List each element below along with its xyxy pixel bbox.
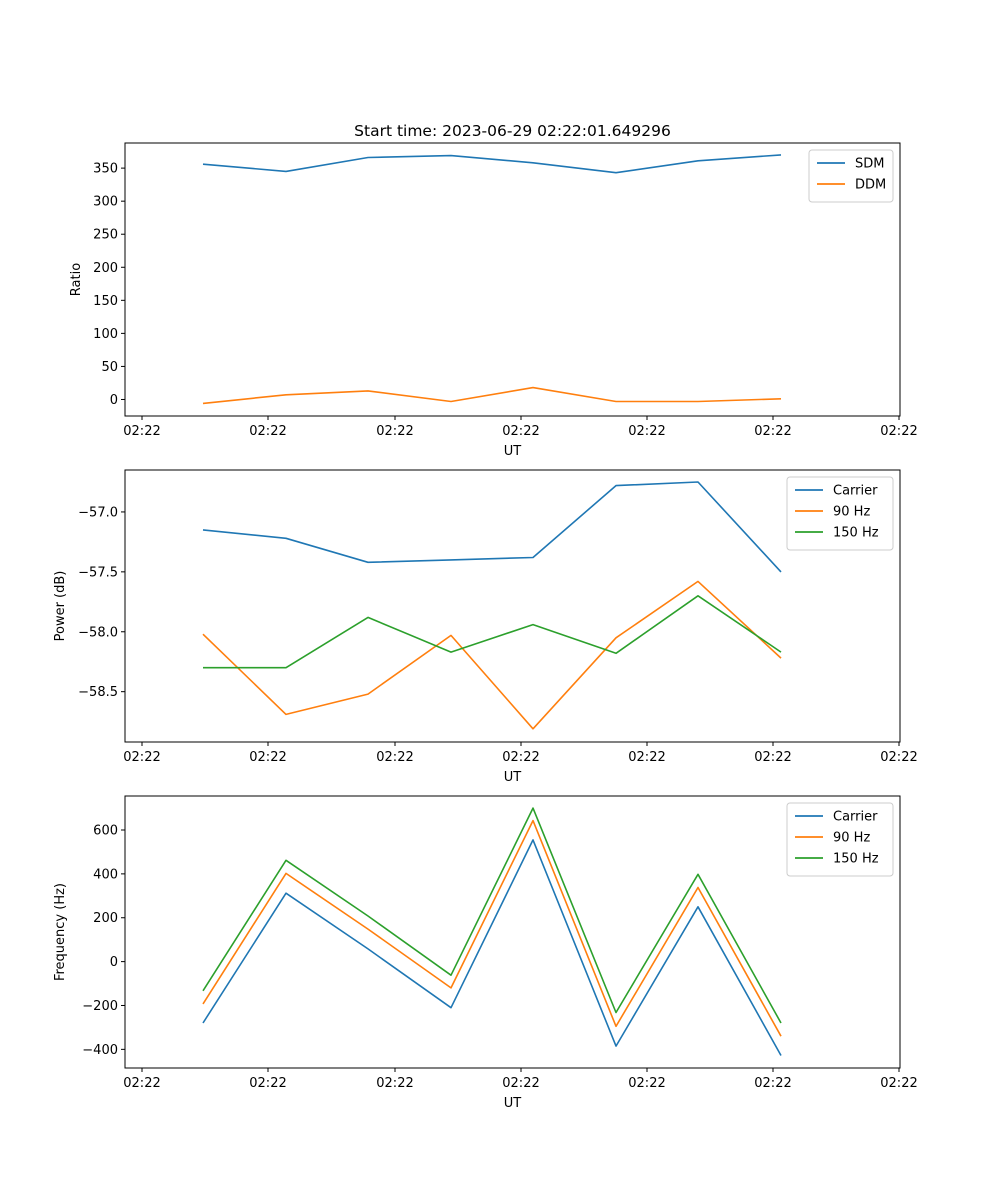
chart-panel-2: 02:22 02:22 02:22 02:22 02:22 02:22 02:22 −58.5…: [53, 469, 918, 785]
legend-label: Carrier: [833, 810, 878, 825]
x-tick-label: 02:22: [376, 1076, 413, 1091]
x-tick-label: 02:22: [123, 1076, 160, 1091]
chart-panel-3: 02:22 02:22 02:22 02:22 02:22 02:22 02:22 −400 −…: [53, 795, 918, 1111]
axes-frame: [124, 142, 901, 417]
x-tick-label: 02:22: [376, 424, 413, 439]
x-axis-label: UT: [504, 444, 522, 459]
legend: Carrier 90 Hz 150 Hz: [786, 476, 894, 551]
y-tick-label: −400: [82, 1043, 118, 1058]
y-axis-label: Frequency (Hz): [53, 883, 68, 981]
x-tick-label: 02:22: [628, 750, 665, 765]
axes-frame: [124, 795, 901, 1069]
axes-frame: [124, 469, 901, 743]
x-tick-label: 02:22: [880, 424, 917, 439]
y-tick-label: −57.5: [78, 565, 118, 580]
x-tick-label: 02:22: [754, 750, 791, 765]
y-tick-label: 400: [93, 867, 118, 882]
legend-label: Carrier: [833, 484, 878, 499]
x-tick-label: 02:22: [502, 1076, 539, 1091]
y-tick-label: 0: [110, 393, 118, 408]
legend: SDM DDM: [808, 149, 894, 203]
x-tick-label: 02:22: [249, 424, 286, 439]
y-axis-label: Ratio: [69, 263, 84, 296]
x-axis-label: UT: [504, 1096, 522, 1111]
y-tick-label: 100: [93, 327, 118, 342]
x-tick-label: 02:22: [754, 424, 791, 439]
legend: Carrier 90 Hz 150 Hz: [786, 802, 894, 877]
y-tick-label: 300: [93, 195, 118, 210]
y-tick-label: 250: [93, 228, 118, 243]
y-tick-label: 600: [93, 824, 118, 839]
legend-label: 90 Hz: [833, 831, 870, 846]
legend-label: 90 Hz: [833, 505, 870, 520]
y-axis-label: Power (dB): [53, 571, 68, 642]
legend-label: 150 Hz: [833, 526, 879, 541]
x-tick-label: 02:22: [123, 424, 160, 439]
chart-panel-1: 02:22 02:22 02:22 02:22 02:22 02:22 02:22 0 50 10…: [69, 142, 918, 459]
x-tick-label: 02:22: [628, 1076, 665, 1091]
series-line-sdm: [202, 154, 782, 174]
series-line-carrier: [202, 839, 782, 1056]
legend-label: SDM: [855, 157, 884, 172]
series-line-150-hz: [203, 594, 782, 669]
legend-label: 150 Hz: [833, 852, 879, 867]
y-tick-label: −200: [82, 999, 118, 1014]
x-tick-label: 02:22: [249, 1076, 286, 1091]
series-line-90-hz: [202, 819, 782, 1037]
series-line-150-hz: [202, 807, 782, 1024]
y-tick-label: −57.0: [78, 505, 118, 520]
y-tick-label: 200: [93, 261, 118, 276]
y-tick-label: 0: [110, 955, 118, 970]
x-tick-label: 02:22: [502, 424, 539, 439]
y-tick-label: 200: [93, 911, 118, 926]
y-tick-label: −58.5: [78, 685, 118, 700]
y-tick-label: 350: [93, 162, 118, 177]
y-tick-label: 50: [101, 360, 118, 375]
legend-label: DDM: [855, 178, 886, 193]
series-line-ddm: [202, 386, 782, 405]
series-line-90-hz: [202, 580, 782, 730]
x-axis-label: UT: [504, 770, 522, 785]
y-tick-label: 150: [93, 294, 118, 309]
x-tick-label: 02:22: [880, 750, 917, 765]
x-tick-label: 02:22: [502, 750, 539, 765]
x-tick-label: 02:22: [123, 750, 160, 765]
chart-title: Start time: 2023-06-29 02:22:01.649296: [354, 122, 671, 140]
series-line-carrier: [202, 481, 782, 573]
x-tick-label: 02:22: [628, 424, 665, 439]
y-tick-label: −58.0: [78, 625, 118, 640]
x-tick-label: 02:22: [880, 1076, 917, 1091]
x-tick-label: 02:22: [249, 750, 286, 765]
x-tick-label: 02:22: [376, 750, 413, 765]
x-tick-label: 02:22: [754, 1076, 791, 1091]
